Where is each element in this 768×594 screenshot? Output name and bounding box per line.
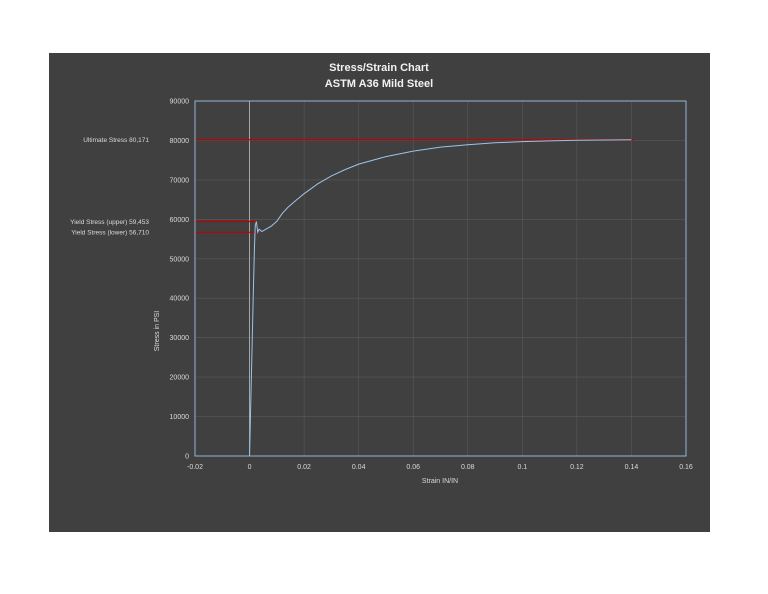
series-layer bbox=[249, 139, 632, 457]
y-tick-label: 40000 bbox=[170, 296, 190, 303]
grid-lines bbox=[195, 101, 686, 456]
x-tick-label: 0.12 bbox=[570, 464, 584, 471]
x-tick-label: 0.02 bbox=[297, 464, 311, 471]
y-tick-label: 80000 bbox=[170, 138, 190, 145]
x-tick-labels: -0.02 0 0.02 0.04 0.06 0.08 0.1 0.12 0.14 0.16 bbox=[187, 464, 693, 471]
y-tick-label: 60000 bbox=[170, 217, 190, 224]
y-tick-label: 20000 bbox=[170, 375, 190, 382]
x-tick-label: 0.08 bbox=[461, 464, 475, 471]
stress-strain-chart: Stress/Strain Chart ASTM A36 Mild Steel … bbox=[70, 62, 693, 485]
y-tick-label: 50000 bbox=[170, 256, 190, 263]
x-tick-label: -0.02 bbox=[187, 464, 203, 471]
x-tick-label: 0.06 bbox=[406, 464, 420, 471]
x-axis-label: Strain IN/IN bbox=[422, 478, 458, 485]
y-tick-label: 70000 bbox=[170, 177, 190, 184]
annotation-label: Yield Stress (upper) 59,453 bbox=[70, 219, 149, 226]
annotation-label: Ultimate Stress 80,171 bbox=[83, 137, 149, 144]
x-tick-label: 0.16 bbox=[679, 464, 693, 471]
annotation-lines: Ultimate Stress 80,171 Yield Stress (uppe… bbox=[70, 137, 635, 237]
y-tick-labels: 0 10000 20000 30000 40000 50000 60000 70000 8000… bbox=[170, 99, 190, 461]
annotation-label: Yield Stress (lower) 56,710 bbox=[71, 230, 149, 237]
x-tick-label: 0.1 bbox=[517, 464, 527, 471]
chart-subtitle: ASTM A36 Mild Steel bbox=[325, 78, 433, 90]
x-tick-label: 0 bbox=[248, 464, 252, 471]
y-tick-label: 30000 bbox=[170, 335, 190, 342]
plot-area-frame bbox=[194, 100, 687, 457]
chart-panel: Stress/Strain Chart ASTM A36 Mild Steel … bbox=[49, 53, 710, 532]
y-tick-label: 90000 bbox=[170, 99, 190, 106]
chart-title: Stress/Strain Chart bbox=[329, 62, 429, 74]
series-line bbox=[249, 139, 632, 457]
y-axis-label: Stress in PSI bbox=[154, 311, 161, 352]
y-tick-label: 10000 bbox=[170, 414, 190, 421]
x-tick-label: 0.14 bbox=[625, 464, 639, 471]
y-tick-label: 0 bbox=[185, 454, 189, 461]
x-tick-label: 0.04 bbox=[352, 464, 366, 471]
